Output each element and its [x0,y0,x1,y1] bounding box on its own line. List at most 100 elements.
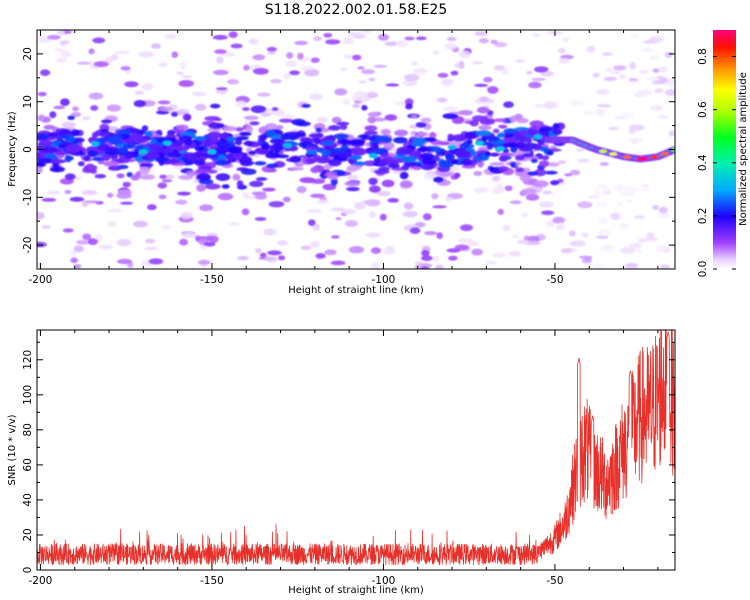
chart-title: S118.2022.002.01.58.E25 [265,2,448,18]
heatmap-cell [483,76,493,83]
heatmap-cell [221,184,230,189]
heatmap-cell [259,133,268,141]
heatmap-cell [175,199,188,205]
heatmap-cell [304,68,320,77]
heatmap-cell [570,169,581,176]
heatmap-cell [429,132,437,139]
heatmap-cell [87,238,99,246]
heatmap-cell [477,106,490,114]
heatmap-cell [54,48,64,52]
heatmap-cell [445,153,455,162]
heatmap-cell [117,258,133,265]
heatmap-cell [199,204,214,212]
heatmap-cell [158,62,168,67]
heatmap-cell [613,65,627,71]
heatmap-cell [552,216,566,224]
heatmap-cell [394,129,409,137]
heatmap-cell [83,155,91,161]
heatmap-cell [82,233,92,240]
heatmap-cell [182,152,197,159]
y-tick-label: 100 [22,385,34,405]
heatmap-cell [90,105,99,111]
x-tick-label: -100 [372,274,396,286]
heatmap-cell [61,121,76,129]
heatmap-cell [524,142,539,149]
heatmap-cell [212,34,228,40]
heatmap-cell [504,185,513,192]
heatmap-cell [638,238,646,244]
heatmap-cell [157,182,168,189]
heatmap-hotspot [447,144,457,150]
heatmap-cell [416,132,429,137]
heatmap-cell [490,152,500,157]
heatmap-cell [517,239,530,245]
heatmap-cell [166,174,175,180]
heatmap-cell [542,155,550,161]
heatmap-cell [342,98,351,105]
heatmap-cell [325,39,341,45]
heatmap-cell [130,174,140,181]
heatmap-hotspot [640,156,649,161]
heatmap-cell [404,36,415,41]
heatmap-cell [454,244,470,251]
heatmap-cell [41,225,51,229]
heatmap-cell [41,198,57,202]
heatmap-cell [184,114,192,121]
heatmap-cell [250,105,267,114]
heatmap-cell [346,165,359,172]
heatmap-cell [462,158,471,166]
heatmap-cell [49,111,57,119]
heatmap-cell [655,245,668,252]
heatmap-cell [539,201,554,208]
heatmap-cell [115,158,131,164]
heatmap-cell [591,264,605,268]
heatmap-cell [116,238,132,247]
heatmap-cell [239,131,252,136]
heatmap-cell [629,242,643,249]
heatmap-cell [295,121,311,127]
heatmap-cell [69,250,77,256]
heatmap-cell [576,148,585,152]
heatmap-cell [660,264,670,269]
heatmap-cell [313,137,321,145]
heatmap-cell [312,178,326,184]
heatmap-cell [175,124,189,130]
heatmap-cell [365,232,381,238]
heatmap-cell [81,190,98,196]
heatmap-cell [226,79,240,85]
heatmap-cell [403,202,414,210]
heatmap-cell [538,160,550,168]
heatmap-cell [223,126,237,132]
heatmap-cell [85,163,95,170]
heatmap-cell [179,62,187,70]
heatmap-cell [37,165,43,174]
heatmap-cell [203,140,213,148]
heatmap-cell [458,110,474,116]
heatmap-cell [260,252,267,258]
heatmap-cell [416,147,433,152]
heatmap-cell [150,43,162,49]
heatmap-hotspot [475,140,484,146]
heatmap-cell [214,49,227,54]
heatmap-cell [373,64,387,68]
heatmap-hotspot [599,149,607,154]
heatmap-cell [664,89,675,96]
heatmap-cell [440,171,451,178]
heatmap-cell [603,76,617,82]
heatmap-cell [657,115,669,119]
heatmap-cell [43,124,56,130]
heatmap-cell [564,173,573,177]
heatmap-cell [367,116,376,124]
heatmap-cell [514,59,526,63]
heatmap-cell [249,121,260,126]
heatmap-cell [346,174,358,181]
heatmap-cell [341,208,357,215]
heatmap-cell [315,132,324,138]
heatmap-cell [289,70,300,76]
colorbar-label: Normalized spectral amplitude [738,72,749,226]
heatmap-cell [228,146,243,154]
heatmap-cell [624,262,639,269]
heatmap-cell [297,52,304,60]
